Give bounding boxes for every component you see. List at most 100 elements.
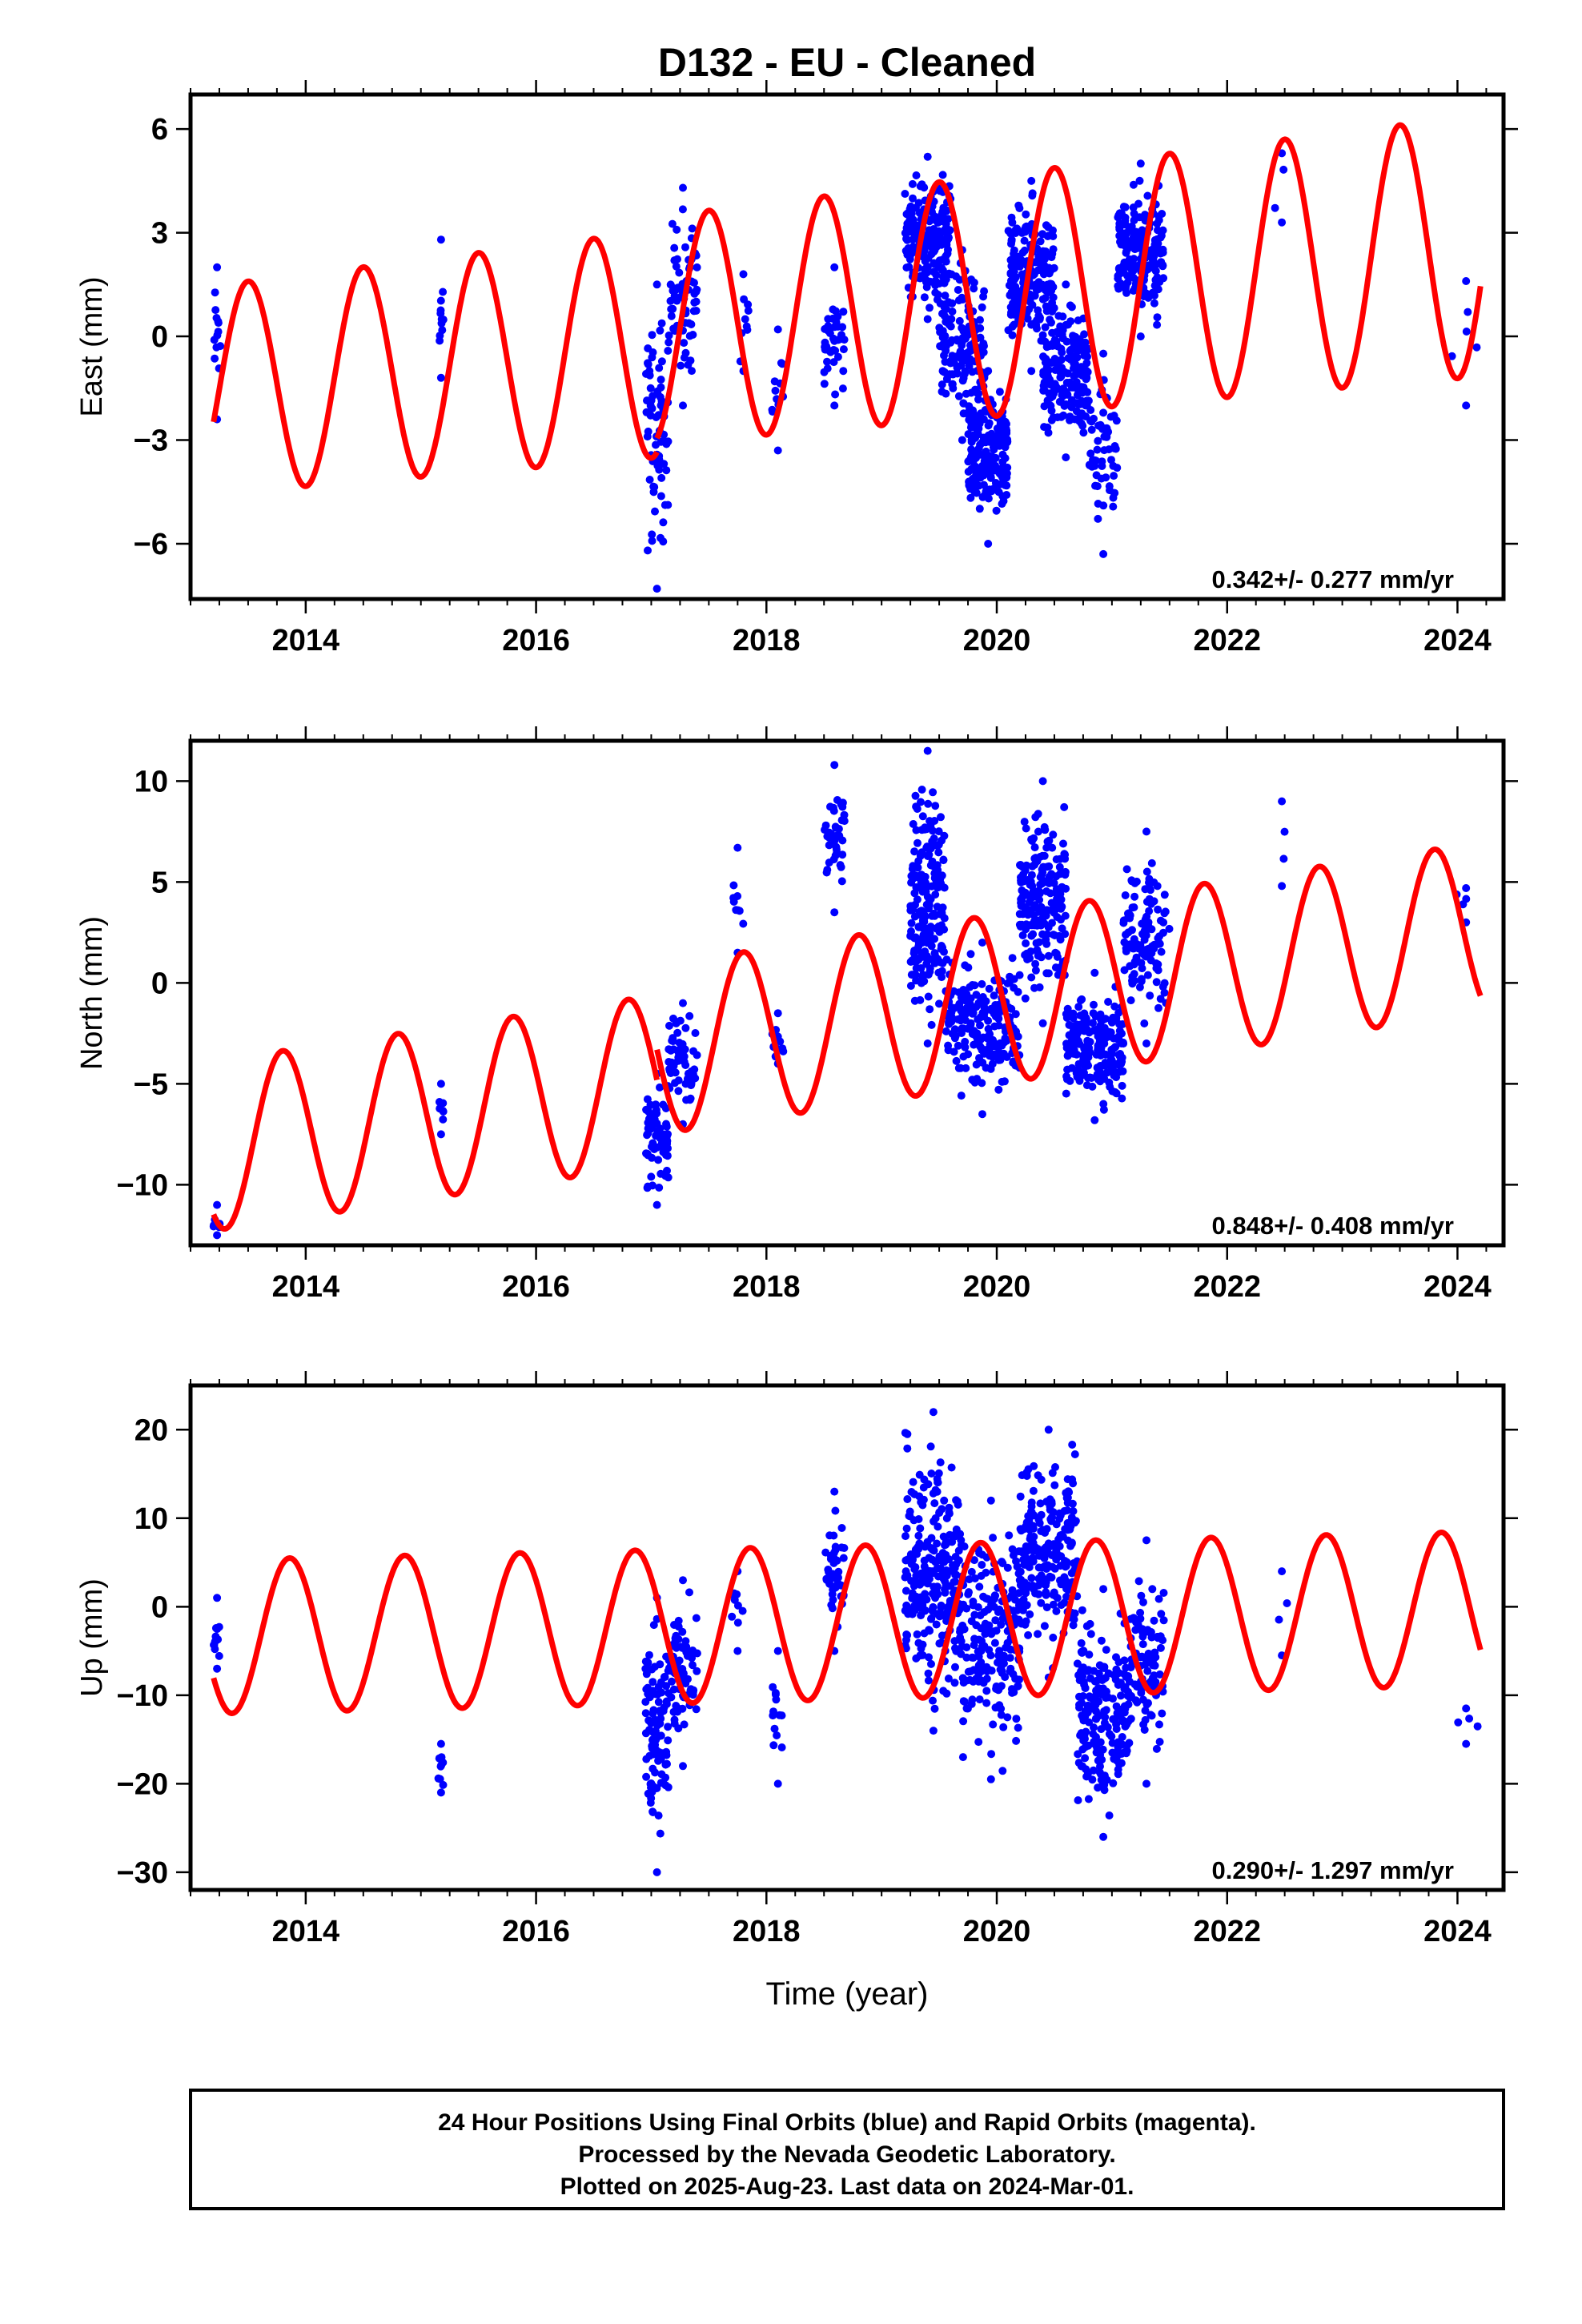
data-point [1153,313,1162,322]
data-point [1464,308,1472,316]
data-point [901,1429,909,1437]
data-point [945,1555,954,1563]
data-point [1142,867,1151,876]
data-point [998,1659,1007,1668]
east-frame [188,92,1506,601]
data-point [982,1699,991,1707]
data-point [913,838,921,847]
data-point [957,1637,966,1646]
data-point [914,1531,923,1540]
data-point [661,1146,669,1155]
data-point [668,219,677,228]
data-point [663,1140,672,1148]
data-point [1070,1609,1079,1618]
data-point [645,476,654,484]
data-point [1025,1515,1034,1524]
data-point [1089,1730,1098,1739]
data-point [940,883,949,892]
data-point [909,243,917,251]
x-tick-label-2016: 2016 [502,624,570,657]
data-point [974,1652,983,1661]
data-point [933,1557,942,1566]
data-point [966,485,975,493]
data-point [1049,1633,1058,1642]
data-point [941,292,950,300]
data-point [1116,1706,1125,1715]
data-point [1278,1567,1287,1576]
data-point [773,1779,782,1788]
data-point [1010,1614,1019,1622]
data-point [991,479,1000,487]
data-point [1152,959,1161,967]
x-tick-label-2014: 2014 [272,1915,340,1948]
data-point [667,312,676,320]
data-point [667,305,676,313]
data-point [1139,1598,1147,1606]
data-point [1000,468,1009,476]
data-point [680,353,689,362]
data-point [1121,213,1130,222]
data-point [1087,417,1096,426]
data-point [1022,210,1030,219]
x-tick-label-2024: 2024 [1423,624,1492,657]
data-point [918,812,927,821]
data-point [1473,1722,1482,1731]
data-point [1111,444,1120,453]
data-point [1054,902,1062,911]
data-point [969,1677,978,1686]
data-point [1278,218,1287,227]
data-point [926,1005,934,1014]
data-point [831,390,840,399]
data-point [678,1627,687,1636]
data-point [930,246,939,255]
data-point [211,354,219,363]
data-point [643,1131,652,1140]
data-point [948,299,957,308]
data-point [1050,1588,1058,1597]
data-point [924,1676,933,1685]
data-point [977,1043,986,1052]
data-point [1022,1468,1031,1477]
data-point [1121,891,1130,899]
data-point [974,395,982,404]
data-point [837,331,845,340]
data-point [668,1677,676,1686]
x-tick-label-2016: 2016 [502,1270,570,1304]
data-point [1114,284,1123,293]
data-point [679,1762,687,1771]
data-point [215,1651,223,1660]
data-point [1129,180,1138,189]
data-point [1059,384,1068,393]
y-tick-label-5: −30 [117,1856,168,1890]
north-model-curve-1 [654,846,1484,1133]
data-point [1086,1619,1094,1628]
data-point [773,1647,782,1655]
data-point [679,1576,687,1585]
data-point [689,1647,697,1655]
data-point [1034,1515,1043,1524]
data-point [1154,934,1162,943]
data-point [1041,337,1050,346]
data-point [655,364,664,372]
data-point [929,1696,937,1705]
data-point [1077,1647,1086,1656]
data-point [1462,1739,1471,1748]
data-point [1062,1075,1071,1084]
data-point [986,1004,995,1013]
data-point [962,1653,971,1662]
data-point [995,1004,1004,1013]
data-point [1097,1636,1106,1645]
data-point [1275,1615,1283,1624]
x-tick-label-2020: 2020 [963,624,1031,657]
data-point [830,401,839,410]
data-point [1155,278,1164,287]
data-point [907,221,916,230]
data-point [1010,246,1018,255]
data-point [961,1016,970,1024]
data-point [1094,1684,1102,1692]
y-tick-label-0: 6 [151,113,168,147]
data-point [909,820,917,828]
data-point [674,1087,683,1096]
data-point [670,256,679,265]
data-point [681,1637,690,1646]
